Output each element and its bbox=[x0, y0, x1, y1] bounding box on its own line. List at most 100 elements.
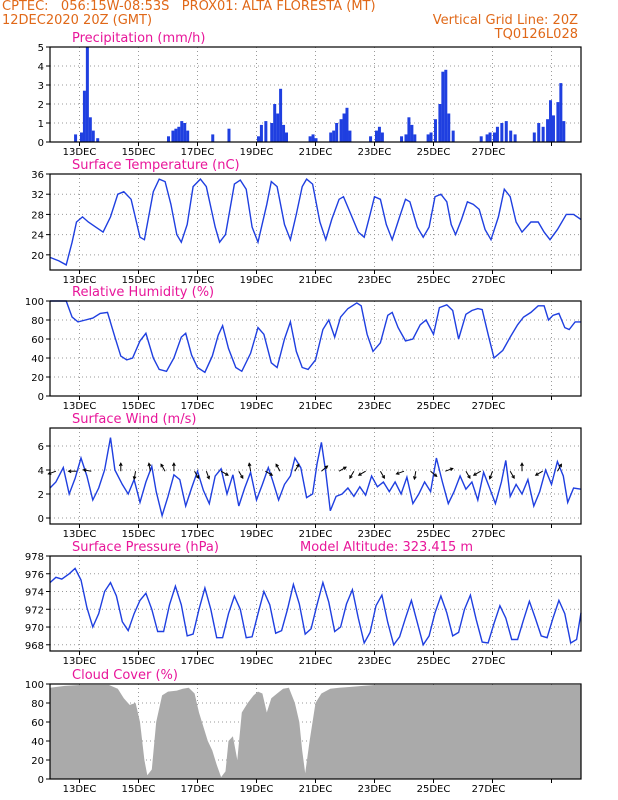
temp-ytick-label: 20 bbox=[31, 251, 44, 262]
wind-arrow-head bbox=[467, 475, 471, 480]
wind-arrow bbox=[445, 467, 453, 472]
wind-arrow bbox=[396, 470, 405, 475]
temp-line bbox=[49, 178, 582, 266]
temp-xtick-label: 27DEC bbox=[472, 275, 506, 286]
precip-bar bbox=[82, 90, 86, 142]
precip-bar bbox=[377, 126, 381, 142]
precip-bar bbox=[513, 134, 517, 142]
precip-bar bbox=[369, 136, 373, 142]
precip-bar bbox=[532, 132, 536, 142]
wind-arrow bbox=[413, 471, 417, 480]
wind-panel: 0 2 4 6 13DEC 15DEC 17DEC 19DEC 21DEC 23DEC 25DEC 2… bbox=[38, 412, 582, 540]
wind-arrow-head bbox=[67, 469, 72, 474]
precip-bar bbox=[227, 128, 231, 142]
rh-xtick-label: 23DEC bbox=[358, 401, 392, 412]
precip-bar bbox=[279, 88, 283, 142]
wind-arrow-head bbox=[172, 462, 176, 467]
header-model-code: TQ0126L028 bbox=[494, 27, 578, 42]
wind-ytick-label: 2 bbox=[38, 490, 44, 501]
precip-bar bbox=[429, 132, 433, 142]
wind-arrow-head bbox=[132, 476, 137, 481]
wind-arrow bbox=[48, 470, 57, 475]
precip-bar bbox=[91, 130, 95, 142]
precip-bar bbox=[380, 132, 384, 142]
wind-arrow bbox=[338, 466, 347, 472]
cloud-ytick-label: 20 bbox=[31, 756, 44, 767]
precip-bar bbox=[426, 134, 430, 142]
precip-bar bbox=[504, 121, 508, 142]
wind-arrow-head bbox=[206, 475, 211, 480]
wind-arrow bbox=[379, 470, 385, 479]
temp-ytick-label: 36 bbox=[31, 170, 44, 181]
precip-bar bbox=[183, 123, 187, 142]
wind-xtick-label: 17DEC bbox=[181, 529, 215, 540]
wind-arrow bbox=[294, 464, 300, 472]
precip-bar bbox=[256, 136, 260, 142]
temp-title: Surface Temperature (nC) bbox=[72, 158, 240, 173]
precip-bar bbox=[556, 102, 560, 142]
press-ytick-label: 968 bbox=[25, 641, 44, 652]
wind-arrow-head bbox=[195, 475, 200, 480]
precip-bar bbox=[500, 123, 504, 142]
header-line1: CPTEC: 056:15W-08:53S PROX01: ALTA FLORE… bbox=[2, 0, 376, 14]
precip-bar bbox=[335, 123, 339, 142]
press-xtick-label: 19DEC bbox=[240, 656, 274, 667]
precip-bar bbox=[270, 123, 274, 142]
precip-bar bbox=[559, 83, 563, 142]
temp-xtick-label: 19DEC bbox=[240, 275, 274, 286]
header-grid-note: Vertical Grid Line: 20Z bbox=[432, 13, 578, 28]
precip-xtick-label: 25DEC bbox=[417, 147, 451, 158]
wind-arrow-head bbox=[395, 471, 400, 475]
precip-xtick-label: 17DEC bbox=[181, 147, 215, 158]
wind-arrow bbox=[248, 463, 252, 472]
press-ytick-label: 974 bbox=[25, 588, 44, 599]
rh-title: Relative Humidity (%) bbox=[72, 285, 214, 300]
wind-ytick-label: 4 bbox=[38, 466, 44, 477]
precip-bar bbox=[276, 113, 280, 142]
wind-ytick-label: 6 bbox=[38, 442, 44, 453]
precip-bar bbox=[537, 123, 541, 142]
precip-bar bbox=[404, 134, 408, 142]
precip-bar bbox=[488, 132, 492, 142]
wind-arrow-head bbox=[534, 472, 539, 476]
wind-arrow-head bbox=[47, 471, 52, 475]
temp-ytick-label: 32 bbox=[31, 190, 44, 201]
press-xtick-label: 27DEC bbox=[472, 656, 506, 667]
wind-arrow-head bbox=[511, 475, 515, 480]
wind-ytick-label: 0 bbox=[38, 514, 44, 525]
rh-ytick-label: 0 bbox=[38, 392, 44, 403]
precip-bar bbox=[85, 47, 89, 142]
precip-bar bbox=[345, 107, 349, 142]
precip-bar bbox=[479, 136, 483, 142]
temp-xtick-label: 13DEC bbox=[63, 275, 97, 286]
wind-arrow bbox=[430, 470, 437, 477]
rh-ytick-label: 100 bbox=[25, 297, 44, 308]
rh-xtick-label: 13DEC bbox=[63, 401, 97, 412]
precip-bar bbox=[438, 104, 442, 142]
wind-arrow bbox=[133, 471, 137, 480]
wind-arrow-head bbox=[296, 463, 300, 468]
precip-bar bbox=[444, 69, 448, 142]
press-xtick-label: 25DEC bbox=[417, 656, 451, 667]
precip-xtick-label: 21DEC bbox=[299, 147, 333, 158]
precip-bar bbox=[171, 130, 175, 142]
press-ytick-label: 976 bbox=[25, 570, 44, 581]
temp-xtick-label: 17DEC bbox=[181, 275, 215, 286]
cloud-ytick-label: 40 bbox=[31, 737, 44, 748]
precip-bar bbox=[433, 119, 437, 142]
precip-xtick-label: 23DEC bbox=[358, 147, 392, 158]
precip-ytick-label: 2 bbox=[38, 100, 44, 111]
cloud-xtick-label: 21DEC bbox=[299, 784, 333, 795]
cloud-xtick-label: 27DEC bbox=[472, 784, 506, 795]
cloud-xtick-label: 25DEC bbox=[417, 784, 451, 795]
precip-bar bbox=[451, 130, 455, 142]
wind-arrow bbox=[321, 465, 328, 472]
precip-bar bbox=[492, 132, 496, 142]
cloud-ytick-label: 60 bbox=[31, 718, 44, 729]
rh-ytick-label: 80 bbox=[31, 316, 44, 327]
precip-bar bbox=[264, 121, 268, 142]
precip-bar bbox=[541, 126, 545, 142]
precip-bar bbox=[308, 136, 312, 142]
wind-arrow-head bbox=[343, 466, 347, 471]
